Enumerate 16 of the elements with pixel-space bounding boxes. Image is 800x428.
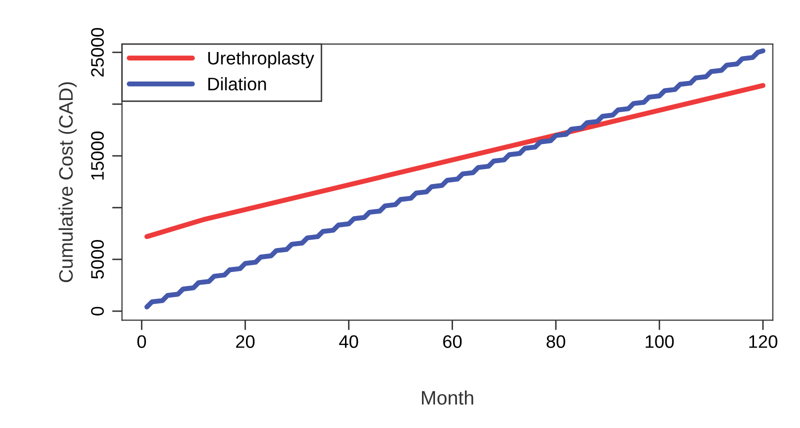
x-axis-title: Month (422, 390, 474, 405)
y-tick-label: 25000 (91, 28, 104, 77)
x-tick-label: 20 (236, 335, 255, 348)
y-axis-title: Cumulative Cost (CAD) (58, 82, 77, 282)
x-tick-label: 80 (546, 335, 566, 348)
legend-label: Urethroplasty (208, 51, 314, 68)
y-tick-label: 0 (91, 306, 104, 316)
y-tick-label: 15000 (91, 131, 104, 180)
x-tick-label: 120 (749, 335, 778, 348)
x-tick-label: 60 (443, 335, 462, 348)
line-series (144, 48, 766, 310)
y-tick-label: 5000 (91, 240, 104, 279)
x-tick-label: 100 (646, 335, 674, 348)
x-tick-label: 40 (339, 335, 358, 348)
x-tick-label: 0 (137, 335, 146, 348)
legend-label: Dilation (208, 77, 266, 90)
